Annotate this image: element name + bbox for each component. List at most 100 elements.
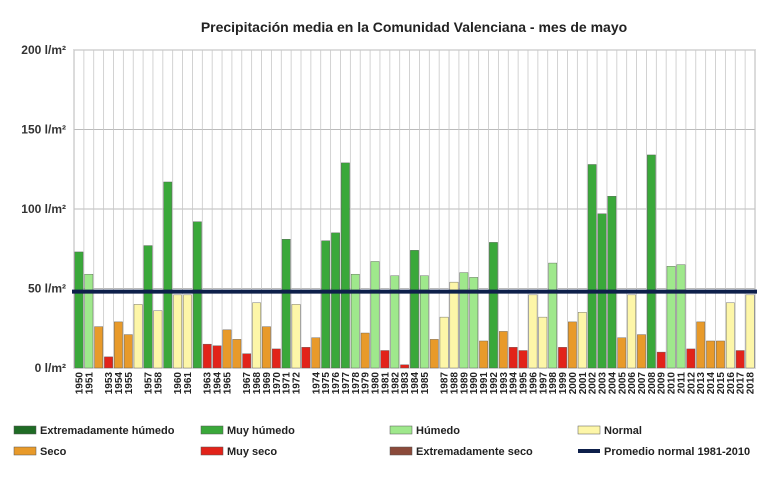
bar-1992 [489,242,498,369]
bar-1952 [94,326,104,369]
x-tick-label: 1996 [528,372,539,395]
bar-1984 [410,250,419,369]
bar-1953 [104,356,113,369]
bar-1990 [469,277,479,369]
bar-2011 [676,264,686,369]
bar-2005 [617,337,627,369]
bar-2001 [577,312,587,369]
x-tick-label: 1975 [321,372,332,395]
bar-1982 [390,275,400,369]
x-tick-label: 1989 [459,372,470,395]
legend-label: Extremadamente húmedo [40,425,175,437]
bar-1994 [508,347,518,369]
x-tick-label: 2004 [607,372,618,395]
bar-2017 [735,350,745,369]
x-tick-label: 1978 [351,372,362,395]
legend-swatch [577,425,601,435]
bar-1975 [321,240,331,369]
bar-2012 [686,348,696,369]
legend-label: Muy húmedo [227,425,295,437]
bar-1965 [222,329,232,369]
bar-1997 [538,316,548,369]
bar-2004 [607,196,617,369]
bar-2000 [568,321,577,369]
bar-1979 [360,332,370,369]
bar-1964 [212,345,222,369]
x-tick-label: 1995 [519,372,530,395]
x-tick-label: 2016 [726,372,737,395]
y-tick-label: 0 l/m² [35,361,66,375]
x-tick-label: 1961 [183,372,194,395]
x-tick-label: 1994 [509,372,520,395]
legend-label: Extremadamente seco [416,446,533,458]
x-tick-label: 1953 [104,372,115,395]
x-tick-label: 1991 [479,372,490,395]
bar-1973 [301,347,311,369]
bar-2008 [647,154,656,369]
x-tick-label: 1974 [311,372,322,395]
x-tick-label: 1985 [420,372,431,395]
bar-1988 [449,281,459,369]
bar-1963 [202,343,212,369]
bar-2015 [716,340,725,369]
bar-1960 [173,294,182,369]
x-tick-label: 1968 [252,372,263,395]
x-tick-label: 2006 [627,372,638,395]
bar-1983 [400,364,409,369]
x-tick-label: 2010 [667,372,678,395]
x-tick-label: 2009 [657,372,668,395]
bar-1993 [498,331,508,369]
bar-2010 [666,266,676,369]
bar-1987 [439,316,449,369]
legend-label: Húmedo [416,425,460,437]
x-tick-label: 1998 [548,372,559,395]
legend-label: Normal [604,425,642,437]
bar-1978 [350,273,360,369]
bar-1969 [262,326,271,369]
bar-1977 [341,162,350,369]
bar-1989 [459,272,469,369]
bar-1971 [281,239,291,369]
x-tick-label: 1983 [400,372,411,395]
bar-1998 [548,262,558,369]
x-tick-label: 1954 [114,372,125,395]
legend-swatch [389,425,413,435]
bar-2006 [627,294,636,369]
legend-swatch [389,446,413,456]
x-tick-label: 2014 [706,372,717,395]
x-tick-label: 2018 [746,372,757,395]
legend-label: Muy seco [227,446,277,458]
x-tick-label: 2017 [736,372,747,395]
x-tick-label: 1977 [341,372,352,395]
bar-1972 [291,304,301,369]
x-tick-label: 1964 [213,372,224,395]
x-tick-label: 2007 [637,372,648,395]
x-tick-label: 1979 [361,372,372,395]
x-tick-label: 1976 [331,372,342,395]
bar-2002 [587,164,597,369]
bar-2007 [637,334,646,369]
x-tick-label: 1972 [292,372,303,395]
x-tick-label: 2005 [617,372,628,395]
x-tick-label: 2001 [578,372,589,395]
bar-1976 [331,232,340,369]
x-tick-label: 1960 [173,372,184,395]
bar-1967 [242,353,252,369]
bar-1950 [74,251,84,369]
bar-1961 [183,294,192,369]
bar-1974 [311,337,321,369]
bar-2013 [696,321,706,369]
x-tick-label: 1970 [272,372,283,395]
chart-title: Precipitación media en la Comunidad Vale… [201,19,627,35]
x-tick-label: 1992 [489,372,500,395]
y-tick-label: 50 l/m² [28,282,66,296]
bar-1996 [528,294,538,369]
x-tick-label: 1988 [449,372,460,395]
x-tick-label: 1999 [558,372,569,395]
x-tick-label: 1969 [262,372,273,395]
x-tick-label: 1955 [124,372,135,395]
x-tick-label: 1990 [469,372,480,395]
x-tick-label: 1963 [203,372,214,395]
x-tick-label: 1987 [440,372,451,395]
